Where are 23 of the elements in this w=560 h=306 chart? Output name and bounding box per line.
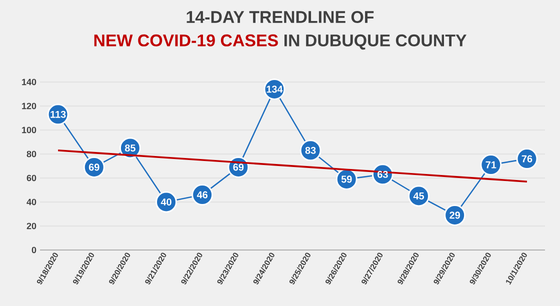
data-label: 76: [522, 155, 532, 162]
data-label: 40: [160, 198, 172, 206]
data-label: 85: [124, 144, 136, 152]
y-tick-label: 20: [26, 222, 36, 230]
data-label: 113: [50, 110, 66, 118]
y-tick-label: 80: [26, 150, 36, 158]
data-label: 71: [486, 161, 496, 168]
data-label: 69: [88, 164, 100, 171]
y-tick-label: 100: [22, 126, 36, 134]
data-label: 29: [450, 212, 460, 219]
y-tick-label: 40: [26, 198, 36, 206]
data-label: 45: [413, 192, 424, 200]
data-label: 134: [266, 86, 283, 93]
data-label: 59: [341, 176, 352, 183]
chart-title: 14-DAY TRENDLINE OF: [186, 11, 374, 23]
y-tick-label: 60: [26, 174, 36, 182]
data-label: 46: [196, 191, 208, 198]
y-tick-label: 0: [32, 246, 36, 254]
y-tick-label: 120: [22, 102, 36, 110]
chart-subtitle: NEW COVID-19 CASES IN DUBUQUE COUNTY: [94, 34, 466, 50]
data-label: 69: [233, 164, 244, 171]
y-tick-label: 140: [22, 78, 36, 86]
data-label: 83: [305, 146, 316, 154]
